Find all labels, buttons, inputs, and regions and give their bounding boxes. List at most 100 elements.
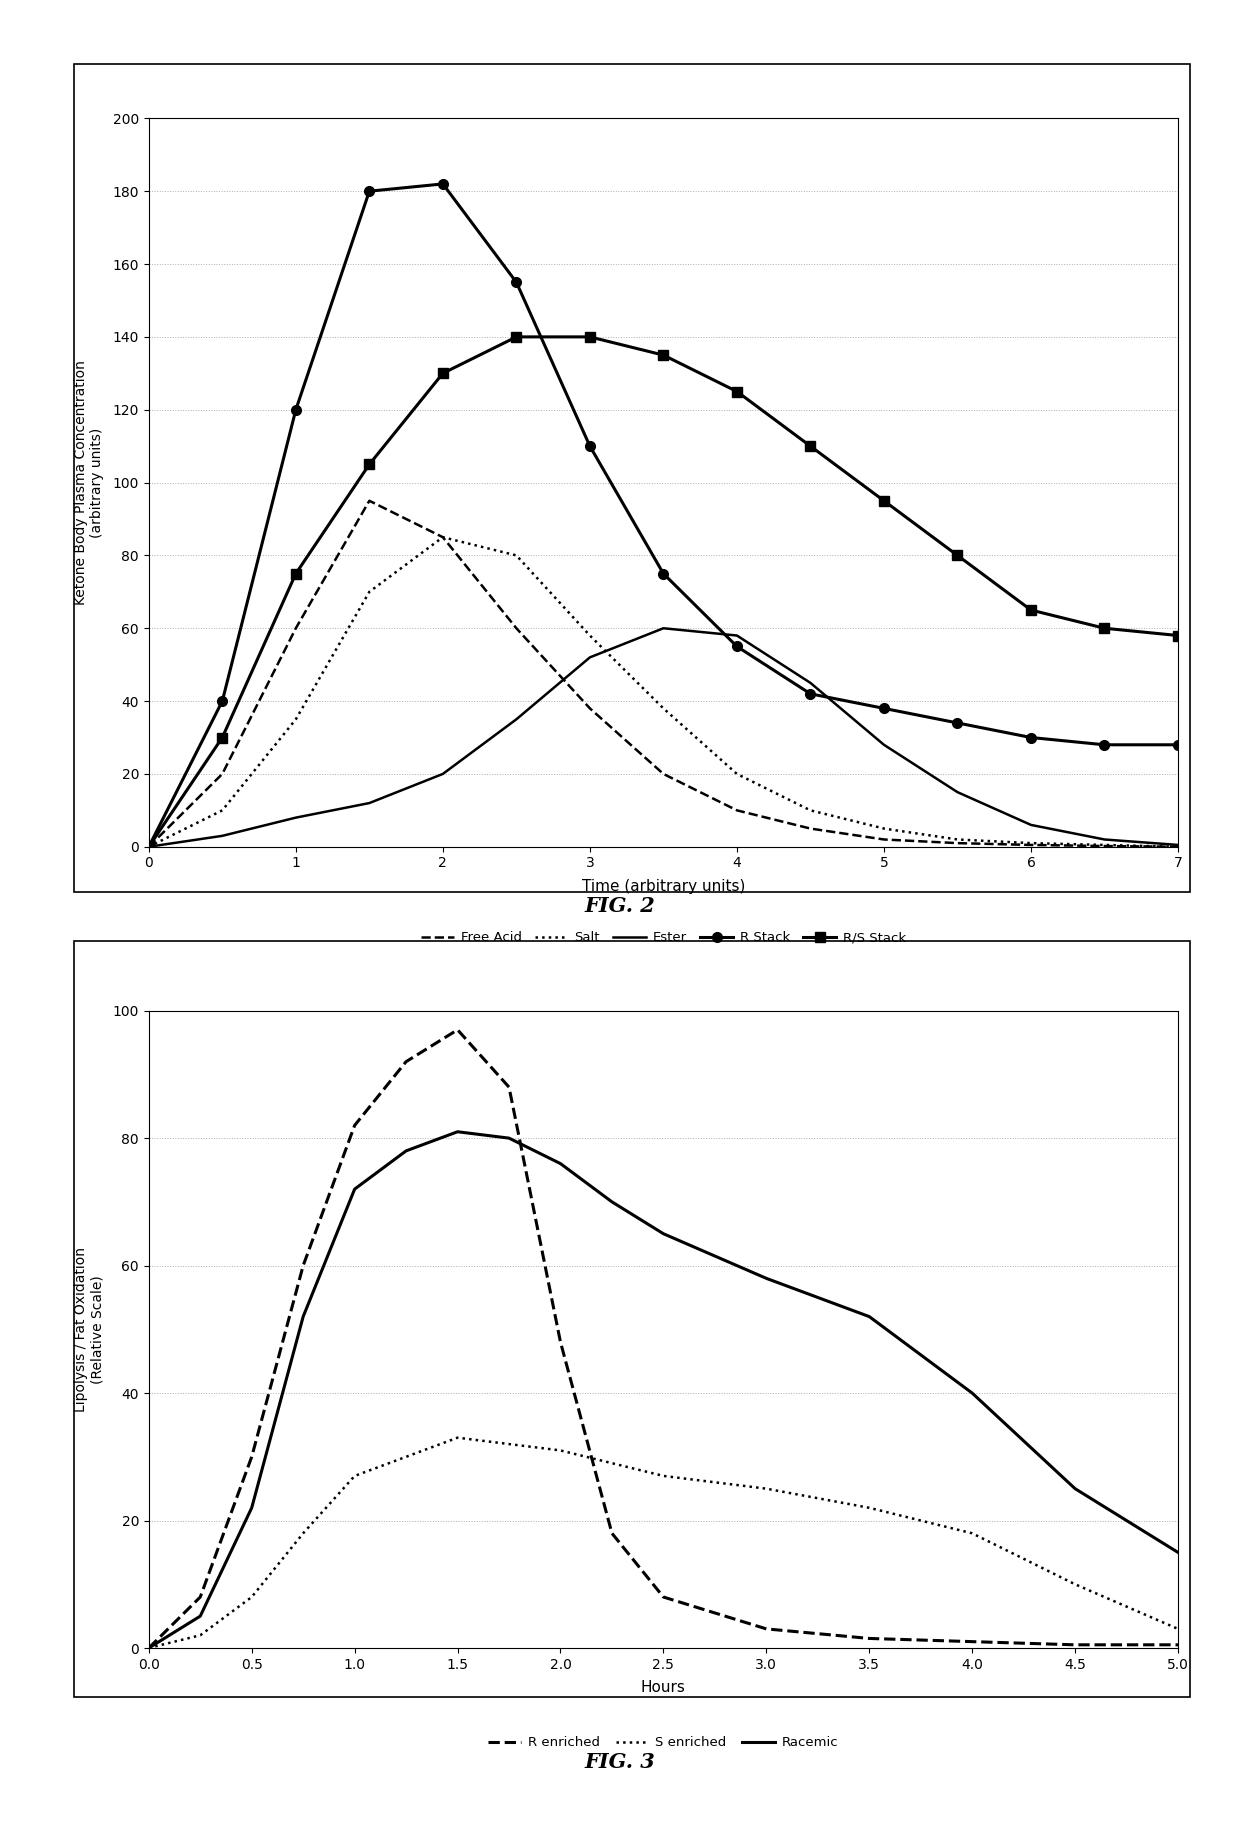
S enriched — [295, 1522, 310, 1544]
R/S Stack — [950, 544, 965, 566]
R Stack — [508, 271, 523, 293]
Ester — [1171, 834, 1185, 856]
R/S Stack — [804, 435, 818, 457]
R enriched — [1068, 1633, 1083, 1655]
Salt — [508, 544, 523, 566]
R enriched — [450, 1020, 465, 1042]
Free Acid — [289, 617, 304, 639]
Salt — [215, 799, 229, 821]
R Stack — [950, 712, 965, 734]
Racemic — [295, 1306, 310, 1328]
Line: Ester: Ester — [149, 628, 1178, 847]
R enriched — [295, 1255, 310, 1277]
X-axis label: Time (arbitrary units): Time (arbitrary units) — [582, 880, 745, 894]
Ester — [804, 672, 818, 694]
Ester — [289, 807, 304, 829]
R Stack — [141, 836, 156, 858]
Salt — [1097, 834, 1112, 856]
Free Acid — [141, 836, 156, 858]
R/S Stack — [508, 326, 523, 348]
Free Acid — [877, 829, 892, 850]
Ester — [1097, 829, 1112, 850]
R/S Stack — [656, 344, 671, 366]
S enriched — [1068, 1573, 1083, 1595]
Free Acid — [1171, 836, 1185, 858]
R/S Stack — [583, 326, 598, 348]
Free Acid — [729, 799, 744, 821]
Line: R/S Stack: R/S Stack — [144, 331, 1183, 852]
R Stack — [362, 180, 377, 202]
Free Acid — [508, 617, 523, 639]
R Stack — [804, 683, 818, 705]
Line: Salt: Salt — [149, 537, 1178, 847]
Legend: Free Acid, Salt, Ester, R Stack, R/S Stack: Free Acid, Salt, Ester, R Stack, R/S Sta… — [415, 927, 911, 951]
Free Acid — [1097, 836, 1112, 858]
Ester — [1023, 814, 1038, 836]
Ester — [508, 708, 523, 730]
Racemic — [605, 1191, 620, 1213]
Racemic — [1068, 1479, 1083, 1501]
R/S Stack — [215, 727, 229, 748]
S enriched — [501, 1433, 516, 1455]
S enriched — [244, 1586, 259, 1608]
Ester — [362, 792, 377, 814]
Salt — [362, 581, 377, 603]
R Stack — [877, 697, 892, 719]
Line: R enriched: R enriched — [149, 1031, 1178, 1648]
Legend: R enriched, S enriched, Racemic: R enriched, S enriched, Racemic — [482, 1732, 844, 1755]
R enriched — [399, 1051, 414, 1073]
R enriched — [244, 1446, 259, 1468]
R/S Stack — [877, 490, 892, 512]
Salt — [950, 829, 965, 850]
R/S Stack — [1097, 617, 1112, 639]
R enriched — [193, 1586, 208, 1608]
R Stack — [435, 173, 450, 195]
R Stack — [729, 636, 744, 657]
Ester — [656, 617, 671, 639]
Racemic — [553, 1153, 568, 1175]
R Stack — [1097, 734, 1112, 756]
S enriched — [553, 1439, 568, 1460]
Racemic — [450, 1122, 465, 1144]
R/S Stack — [289, 563, 304, 585]
S enriched — [141, 1637, 156, 1659]
Free Acid — [215, 763, 229, 785]
S enriched — [347, 1464, 362, 1486]
Racemic — [399, 1140, 414, 1162]
Ester — [215, 825, 229, 847]
Salt — [729, 763, 744, 785]
Racemic — [347, 1178, 362, 1200]
R/S Stack — [729, 381, 744, 402]
Ester — [141, 836, 156, 858]
S enriched — [193, 1624, 208, 1646]
R Stack — [215, 690, 229, 712]
Ester — [950, 781, 965, 803]
Racemic — [862, 1306, 877, 1328]
Line: Racemic: Racemic — [149, 1133, 1178, 1648]
R Stack — [656, 563, 671, 585]
Line: Free Acid: Free Acid — [149, 501, 1178, 847]
Racemic — [965, 1382, 980, 1404]
Racemic — [244, 1497, 259, 1519]
Salt — [1171, 836, 1185, 858]
Free Acid — [435, 526, 450, 548]
R/S Stack — [362, 453, 377, 475]
Racemic — [1171, 1541, 1185, 1562]
Racemic — [656, 1224, 671, 1246]
R Stack — [1171, 734, 1185, 756]
R enriched — [1171, 1633, 1185, 1655]
Free Acid — [804, 818, 818, 839]
Free Acid — [950, 832, 965, 854]
Free Acid — [583, 697, 598, 719]
Y-axis label: Ketone Body Plasma Concentration
(arbitrary units): Ketone Body Plasma Concentration (arbitr… — [74, 361, 104, 605]
S enriched — [605, 1453, 620, 1475]
S enriched — [656, 1464, 671, 1486]
Text: FIG. 2: FIG. 2 — [584, 896, 656, 916]
Salt — [1023, 832, 1038, 854]
Salt — [583, 625, 598, 646]
S enriched — [759, 1479, 774, 1501]
R/S Stack — [1171, 625, 1185, 646]
Y-axis label: Lipolysis / Fat Oxidation
(Relative Scale): Lipolysis / Fat Oxidation (Relative Scal… — [74, 1247, 104, 1411]
Racemic — [193, 1606, 208, 1628]
R enriched — [553, 1331, 568, 1353]
